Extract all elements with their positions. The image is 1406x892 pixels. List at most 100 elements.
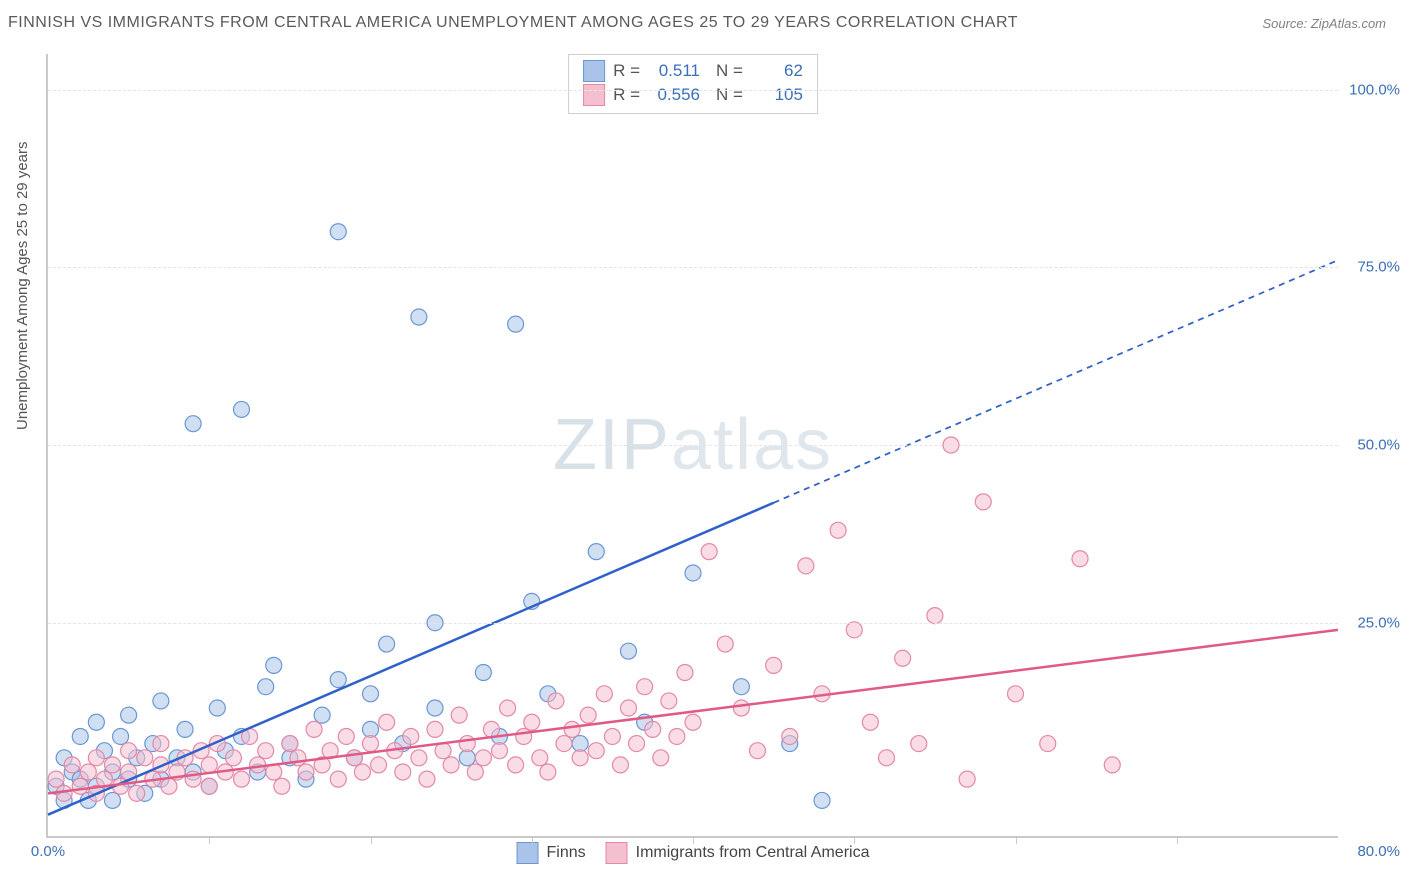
legend-label-immigrants: Immigrants from Central America (636, 844, 870, 862)
data-point (1040, 736, 1056, 752)
legend-stats-row-finns: R = 0.511 N = 62 (583, 59, 803, 83)
x-tick-label: 80.0% (1357, 843, 1400, 860)
data-point (645, 721, 661, 737)
data-point (258, 743, 274, 759)
data-point (105, 757, 121, 773)
data-point (814, 792, 830, 808)
data-point (64, 757, 80, 773)
n-value-immigrants: 105 (751, 83, 803, 107)
data-point (508, 316, 524, 332)
data-point (516, 728, 532, 744)
data-point (862, 714, 878, 730)
data-point (500, 700, 516, 716)
data-point (492, 743, 508, 759)
data-point (733, 679, 749, 695)
data-point (330, 672, 346, 688)
data-point (282, 736, 298, 752)
data-point (121, 707, 137, 723)
data-point (161, 778, 177, 794)
data-point (750, 743, 766, 759)
data-point (88, 714, 104, 730)
data-point (427, 721, 443, 737)
data-point (330, 224, 346, 240)
data-point (403, 728, 419, 744)
data-point (475, 664, 491, 680)
data-point (137, 750, 153, 766)
data-point (363, 721, 379, 737)
legend-series: Finns Immigrants from Central America (517, 842, 870, 864)
data-point (782, 728, 798, 744)
data-point (411, 309, 427, 325)
legend-label-finns: Finns (547, 844, 586, 862)
n-value-finns: 62 (751, 59, 803, 83)
plot-area: ZIPatlas R = 0.511 N = 62 R = 0.556 N = … (46, 54, 1338, 838)
data-point (459, 750, 475, 766)
data-point (685, 565, 701, 581)
data-point (330, 771, 346, 787)
data-point (56, 785, 72, 801)
legend-item-immigrants: Immigrants from Central America (606, 842, 870, 864)
data-point (959, 771, 975, 787)
data-point (580, 707, 596, 723)
data-point (346, 750, 362, 766)
data-point (717, 636, 733, 652)
trend-line-extrapolated (774, 260, 1338, 503)
y-tick-label: 25.0% (1357, 614, 1400, 631)
data-point (669, 728, 685, 744)
trend-line (48, 630, 1338, 794)
data-point (105, 792, 121, 808)
data-point (153, 736, 169, 752)
data-point (298, 764, 314, 780)
data-point (572, 736, 588, 752)
legend-swatch-immigrants (606, 842, 628, 864)
data-point (201, 757, 217, 773)
data-point (524, 714, 540, 730)
data-point (306, 721, 322, 737)
data-point (371, 757, 387, 773)
data-point (395, 764, 411, 780)
data-point (927, 608, 943, 624)
data-point (830, 522, 846, 538)
data-point (419, 771, 435, 787)
data-point (314, 707, 330, 723)
data-point (975, 494, 991, 510)
data-point (379, 714, 395, 730)
data-point (1104, 757, 1120, 773)
source-attribution: Source: ZipAtlas.com (1262, 16, 1386, 31)
data-point (846, 622, 862, 638)
y-tick-label: 75.0% (1357, 259, 1400, 276)
data-point (677, 664, 693, 680)
data-point (459, 736, 475, 752)
y-tick-label: 50.0% (1357, 437, 1400, 454)
data-point (588, 544, 604, 560)
data-point (596, 686, 612, 702)
data-point (467, 764, 483, 780)
y-tick-label: 100.0% (1349, 81, 1400, 98)
data-point (548, 693, 564, 709)
data-point (201, 778, 217, 794)
data-point (411, 750, 427, 766)
data-point (354, 764, 370, 780)
data-point (274, 778, 290, 794)
data-point (1008, 686, 1024, 702)
data-point (338, 728, 354, 744)
data-point (733, 700, 749, 716)
data-point (443, 757, 459, 773)
data-point (588, 743, 604, 759)
n-label: N = (716, 83, 743, 107)
legend-stats-row-immigrants: R = 0.556 N = 105 (583, 83, 803, 107)
data-point (540, 764, 556, 780)
data-point (234, 771, 250, 787)
data-point (766, 657, 782, 673)
legend-item-finns: Finns (517, 842, 586, 864)
data-point (177, 721, 193, 737)
data-point (121, 743, 137, 759)
data-point (209, 700, 225, 716)
r-value-finns: 0.511 (648, 59, 700, 83)
r-label: R = (613, 59, 640, 83)
data-point (451, 707, 467, 723)
data-point (532, 750, 548, 766)
data-point (427, 700, 443, 716)
legend-swatch-finns (583, 60, 605, 82)
n-label: N = (716, 59, 743, 83)
